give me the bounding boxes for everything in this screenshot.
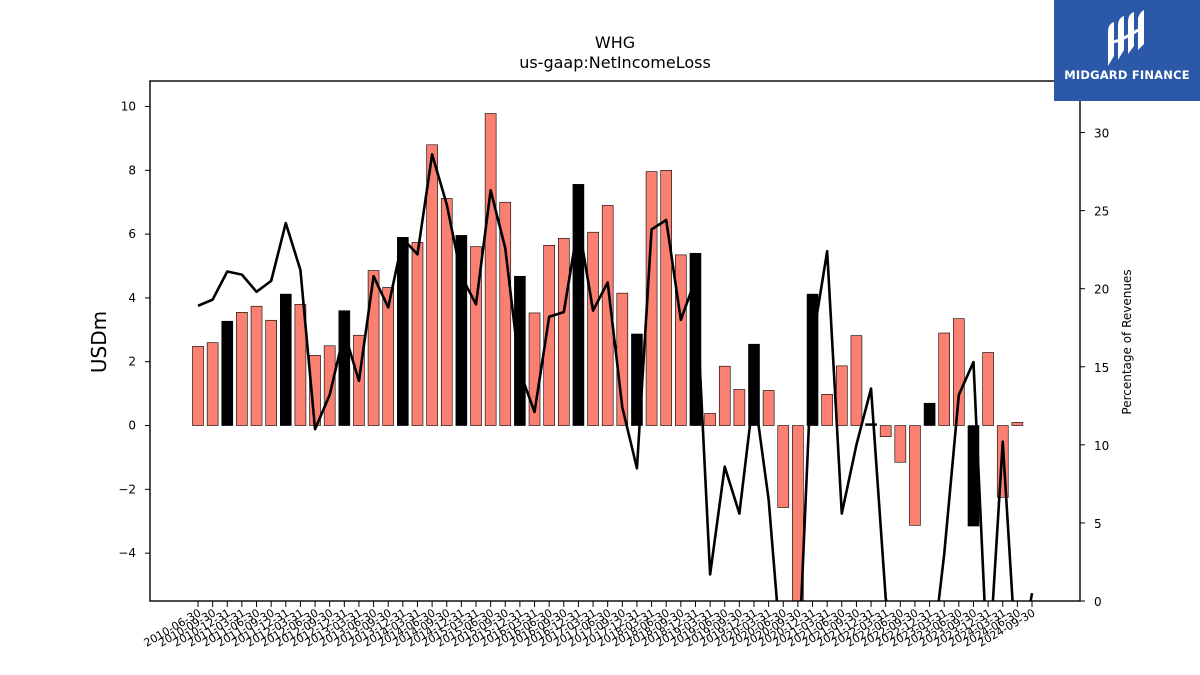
midgard-logo-icon [1108, 10, 1144, 66]
plot-area: −4−202468100510152025302010-06-302010-09… [118, 80, 1109, 650]
bar-quarter [675, 254, 687, 426]
y-right-tick-label: 25 [1094, 205, 1109, 219]
bar-annual [455, 235, 468, 426]
bar-quarter [236, 311, 248, 426]
y-axis-right-label: Percentage of Revenues [1120, 269, 1134, 414]
chart-title: WHG [595, 33, 635, 52]
bar-quarter [762, 390, 775, 426]
plot-frame [149, 80, 1081, 602]
brand-logo: MIDGARD FINANCE [1054, 0, 1200, 101]
bar-quarter [909, 425, 921, 526]
bar-quarter [1011, 422, 1024, 426]
bar-quarter [250, 305, 263, 426]
bar-quarter [294, 304, 307, 426]
bar-annual [865, 423, 877, 426]
bar-annual [279, 293, 292, 426]
bar-annual [397, 237, 409, 426]
y-right-tick-label: 0 [1094, 595, 1102, 609]
bar-quarter [470, 246, 482, 426]
bar-quarter [426, 144, 438, 426]
y-right-tick-label: 10 [1094, 439, 1109, 453]
y-tick-label: −4 [118, 546, 136, 560]
bar-quarter [982, 352, 994, 426]
y-tick-label: −2 [118, 482, 136, 496]
bar-quarter [543, 244, 555, 426]
bar-quarter [484, 113, 497, 426]
bar-quarter [879, 425, 892, 438]
bar-quarter [499, 201, 512, 426]
line-series [197, 153, 1034, 601]
bar-quarter [601, 205, 614, 426]
bar-quarter [835, 365, 848, 426]
bar-quarter [718, 365, 731, 426]
y-right-tick-label: 15 [1094, 361, 1109, 375]
y-tick-label: 2 [128, 355, 136, 369]
y-tick-label: 8 [128, 163, 136, 177]
bar-quarter [323, 345, 336, 426]
bar-annual [514, 275, 526, 426]
y-tick-label: 6 [128, 227, 136, 241]
bar-quarter [792, 425, 804, 601]
y-axis-label: USDm [87, 311, 111, 373]
bar-quarter [411, 242, 424, 426]
bar-annual [689, 252, 702, 426]
y-right-tick-label: 5 [1094, 517, 1102, 531]
line-series-group [197, 153, 1034, 601]
bar-quarter [382, 287, 395, 426]
bar-quarter [704, 413, 716, 426]
bar-quarter [557, 237, 570, 426]
bar-series [192, 113, 1024, 601]
bar-annual [572, 184, 585, 426]
bar-quarter [938, 332, 951, 426]
bar-quarter [953, 318, 965, 426]
y-right-tick-label: 30 [1094, 127, 1109, 141]
bar-quarter [660, 170, 673, 426]
bar-annual [923, 402, 936, 426]
bar-quarter [733, 389, 746, 426]
bar-quarter [894, 425, 907, 463]
bar-annual [221, 320, 234, 426]
chart-subtitle: us-gaap:NetIncomeLoss [519, 53, 711, 72]
bar-annual [748, 343, 760, 426]
y-tick-label: 4 [128, 291, 136, 305]
bar-annual [338, 310, 351, 426]
bar-quarter [206, 342, 219, 426]
bar-quarter [587, 231, 599, 426]
bar-quarter [440, 198, 453, 426]
bar-quarter [192, 346, 204, 426]
bar-quarter [850, 335, 863, 426]
bar-quarter [777, 425, 790, 508]
y-right-tick-label: 20 [1094, 283, 1109, 297]
y-tick-label: 0 [128, 419, 136, 433]
brand-name: MIDGARD FINANCE [1064, 68, 1190, 82]
bar-quarter [367, 270, 380, 426]
bar-quarter [821, 393, 833, 426]
y-tick-label: 10 [121, 100, 136, 114]
bar-quarter [265, 319, 277, 426]
